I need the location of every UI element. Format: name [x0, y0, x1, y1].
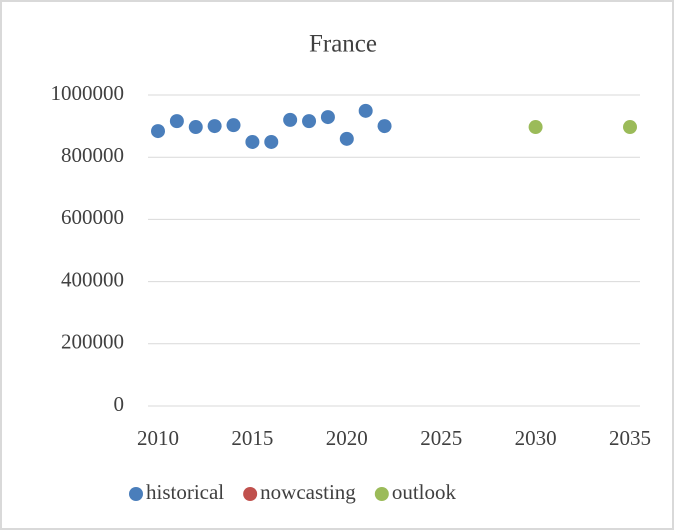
point	[320, 110, 335, 125]
point	[623, 120, 637, 135]
point	[151, 124, 165, 139]
legend-label: outlook	[392, 480, 457, 504]
y-tick-label: 1000000	[51, 81, 125, 105]
y-tick-label: 400000	[61, 267, 124, 291]
point	[339, 131, 354, 146]
point	[358, 103, 373, 118]
x-tick-label: 2010	[137, 426, 179, 450]
point	[245, 134, 260, 149]
x-tick-label: 2030	[515, 426, 557, 450]
legend-marker	[374, 487, 389, 501]
point	[169, 114, 184, 129]
point	[283, 112, 298, 127]
point	[188, 120, 203, 135]
x-tick-label: 2025	[420, 426, 462, 450]
point	[207, 119, 222, 134]
legend-marker	[243, 487, 258, 501]
y-tick-label: 200000	[61, 330, 124, 354]
x-tick-label: 2015	[231, 426, 273, 450]
chart-title: France	[309, 31, 377, 58]
point	[302, 114, 317, 129]
point	[528, 120, 543, 135]
y-tick-label: 600000	[61, 205, 124, 229]
y-tick-label: 0	[114, 392, 125, 416]
x-tick-label: 2020	[326, 426, 368, 450]
legend-label: historical	[146, 480, 224, 504]
point	[226, 118, 241, 133]
point	[377, 119, 392, 134]
x-tick-label: 2035	[609, 426, 651, 450]
point	[264, 134, 279, 149]
y-tick-label: 800000	[61, 143, 124, 167]
legend-marker	[129, 487, 143, 501]
legend-label: nowcasting	[260, 480, 356, 504]
